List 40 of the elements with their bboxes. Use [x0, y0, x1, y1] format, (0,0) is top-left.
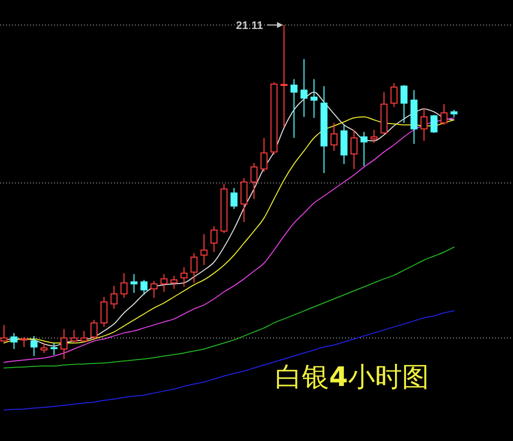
text: 白银4小时图: [275, 362, 429, 393]
candlestick: [90, 319, 98, 340]
candlestick: [160, 274, 168, 292]
candlestick: [120, 272, 128, 298]
candlestick: [440, 104, 448, 126]
candlestick: [210, 226, 218, 253]
candlestick: [280, 24, 288, 128]
candlestick: [10, 332, 18, 350]
candlestick: [360, 131, 368, 166]
candlestick: [130, 274, 138, 294]
candlestick: [290, 78, 298, 138]
candlestick: [200, 234, 208, 266]
annotation: 21.11: [236, 20, 263, 32]
candlestick: [370, 129, 378, 144]
candlestick: [260, 137, 268, 172]
candlestick: [430, 114, 438, 134]
candlestick: [30, 335, 38, 356]
candlestick: [420, 108, 428, 142]
candlestick: [250, 162, 258, 200]
candlestick: [40, 342, 48, 354]
candlestick: [50, 342, 58, 356]
candlestick: [190, 252, 198, 284]
candlestick: [390, 82, 398, 108]
candlestick: [110, 285, 118, 310]
candlestick: [70, 329, 78, 342]
candlestick: [180, 266, 188, 288]
candlestick: [140, 279, 148, 296]
candlestick: [400, 84, 408, 124]
candlestick: [100, 296, 108, 328]
candlestick: [80, 330, 88, 342]
candlestick: [310, 78, 318, 118]
candlestick: [170, 275, 178, 290]
candlestick: [60, 328, 68, 360]
candlestick: [300, 58, 308, 118]
candlestick: [240, 177, 248, 223]
candlestick: [230, 187, 238, 210]
candlestick: [20, 336, 28, 348]
candlestick: [150, 280, 158, 298]
candlestick: [330, 122, 338, 152]
candlestick: [350, 129, 358, 170]
